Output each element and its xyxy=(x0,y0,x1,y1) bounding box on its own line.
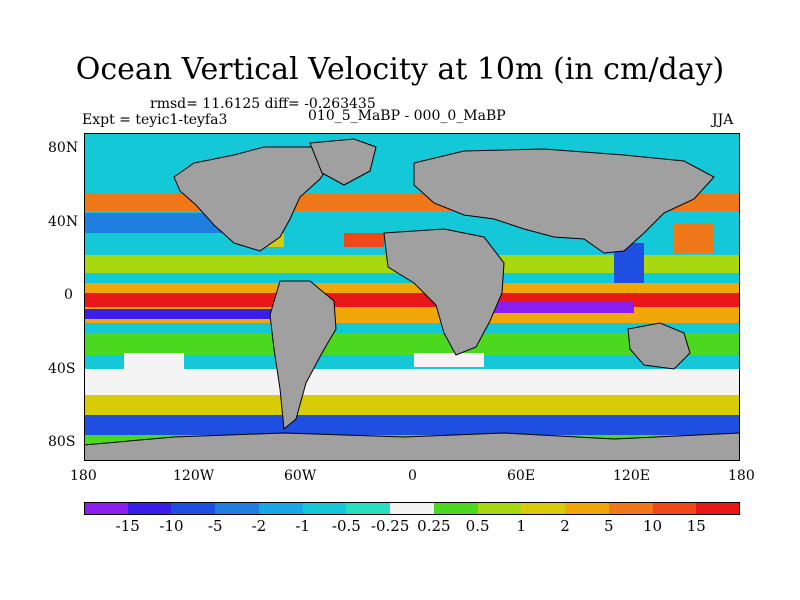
lat-tick-label: 80S xyxy=(48,434,76,450)
colorbar-swatch xyxy=(171,502,216,514)
southern-yellow xyxy=(84,395,740,415)
lon-tick-label: 120E xyxy=(613,468,650,484)
colorbar-label: -5 xyxy=(207,517,223,535)
orange-patch xyxy=(674,223,714,253)
africa xyxy=(383,228,505,356)
lon-tick-label: 180 xyxy=(728,468,755,484)
colorbar-swatch xyxy=(521,502,566,514)
colorbar-swatch xyxy=(258,502,304,514)
north-america xyxy=(173,146,335,252)
lat-tick-label: 40N xyxy=(48,214,79,230)
white-patch xyxy=(414,353,484,367)
velocity-map xyxy=(84,133,740,461)
colorbar-label: 5 xyxy=(604,517,614,535)
colorbar-label: 0.25 xyxy=(417,517,451,535)
colorbar-label: -1 xyxy=(295,517,310,535)
lon-tick-label: 120W xyxy=(173,468,215,484)
colorbar-swatch xyxy=(652,502,697,514)
colorbar-swatch xyxy=(302,502,347,514)
red-patch xyxy=(344,233,384,247)
lat-tick-label: 0 xyxy=(64,287,73,303)
indian-downwelling xyxy=(494,301,634,313)
colorbar-label: -15 xyxy=(115,517,140,535)
colorbar-swatch xyxy=(696,502,741,514)
lon-tick-label: 60W xyxy=(284,468,317,484)
colorbar-label: 2 xyxy=(560,517,570,535)
colorbar-label: -0.25 xyxy=(370,517,410,535)
colorbar-swatch xyxy=(565,502,610,514)
colorbar-frame xyxy=(84,502,740,515)
colorbar-label: 1 xyxy=(516,517,527,535)
southern-blue xyxy=(84,415,740,435)
lon-tick-label: 60E xyxy=(507,468,536,484)
colorbar-label: -10 xyxy=(159,517,184,535)
colorbar-label: 15 xyxy=(686,517,706,535)
lon-tick-label: 180 xyxy=(70,468,97,484)
colorbar-label: 10 xyxy=(642,517,663,535)
white-patch xyxy=(124,353,184,369)
colorbar-label: -2 xyxy=(251,517,267,535)
lon-tick-label: 0 xyxy=(408,468,417,484)
colorbar-label: -0.5 xyxy=(331,517,361,535)
lat-tick-label: 80N xyxy=(48,140,79,156)
map-title: Ocean Vertical Velocity at 10m (in cm/da… xyxy=(75,52,725,87)
southern-white xyxy=(84,369,740,395)
south-subtropic-green xyxy=(84,333,740,355)
colorbar-label: 0.5 xyxy=(465,517,490,535)
season-label: JJA xyxy=(712,112,734,128)
colorbar-swatch xyxy=(215,502,260,514)
equatorial-downwelling xyxy=(84,309,284,319)
colorbar-swatch xyxy=(84,502,129,514)
colorbar-swatch xyxy=(608,502,654,514)
colorbar-swatch xyxy=(390,502,435,514)
eurasia xyxy=(413,148,715,254)
south-america xyxy=(269,280,337,430)
map-frame xyxy=(84,133,740,461)
greenland xyxy=(309,138,377,186)
colorbar-swatch xyxy=(477,502,522,514)
experiment-label: Expt = teyic1-teyfa3 xyxy=(82,112,228,128)
colorbar-swatch xyxy=(346,502,391,514)
australia xyxy=(627,322,691,370)
colorbar-swatch xyxy=(433,502,479,514)
colorbar-swatch xyxy=(127,502,172,514)
lat-tick-label: 40S xyxy=(48,361,76,377)
antarctica xyxy=(84,432,740,461)
comparison-label: 010_5_MaBP - 000_0_MaBP xyxy=(308,108,506,124)
stats-label: rmsd= 11.6125 diff= -0.263435 xyxy=(150,96,376,112)
